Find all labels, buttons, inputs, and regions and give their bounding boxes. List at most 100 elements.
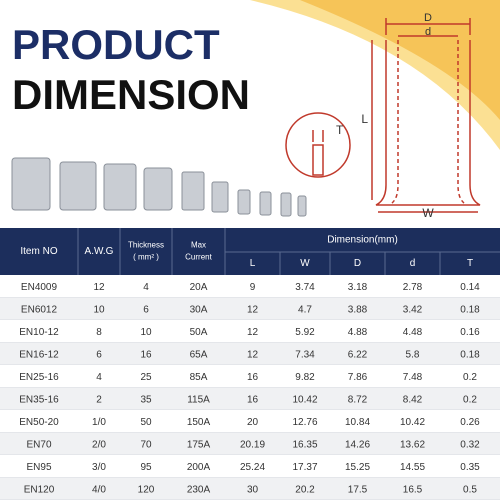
table-cell: 6 (96, 349, 102, 360)
table-cell: 95 (140, 462, 152, 473)
table-cell: 3/0 (92, 462, 106, 473)
table-cell: 0.18 (460, 304, 480, 315)
table-cell: 12.76 (292, 417, 317, 428)
table-cell: 30 (247, 484, 259, 495)
column-header: Current (185, 253, 212, 262)
dim-label: d (425, 26, 431, 38)
table-cell: 1/0 (92, 417, 106, 428)
table-cell: 17.5 (348, 484, 368, 495)
dim-label: L (361, 112, 368, 126)
table-cell: 30A (190, 304, 208, 315)
table-cell: 20 (247, 417, 259, 428)
table-cell: EN16-12 (19, 349, 59, 360)
table-cell: 0.2 (463, 394, 477, 405)
table: Item NO A.W.G Thickness ( mm² ) Max Current Di… (0, 228, 500, 500)
group-header: Dimension(mm) (327, 235, 398, 246)
table-cell: 175A (187, 439, 211, 450)
table-cell: 16 (247, 372, 259, 383)
dim-label: D (424, 12, 432, 24)
table-cell: 12 (247, 304, 259, 315)
table-cell: 8 (96, 327, 102, 338)
column-header: Max (191, 241, 206, 250)
column-header: d (410, 258, 416, 269)
column-header: W (300, 258, 310, 269)
table-cell: 4 (96, 372, 102, 383)
table-cell: 17.37 (292, 462, 317, 473)
table-cell: 200A (187, 462, 211, 473)
table-cell: 10.42 (292, 394, 317, 405)
table-cell: 20.2 (295, 484, 315, 495)
table-cell: 3.18 (348, 282, 368, 293)
title-line2: DIMENSION (12, 71, 250, 118)
dim-label: W (422, 206, 434, 220)
table-cell: 25.24 (240, 462, 265, 473)
table-cell: 3.42 (403, 304, 423, 315)
table-cell: 2/0 (92, 439, 106, 450)
table-row (0, 275, 500, 298)
table-row (0, 455, 500, 478)
table-cell: 0.35 (460, 462, 480, 473)
table-cell: 3.88 (348, 304, 368, 315)
column-header: ( mm² ) (133, 253, 159, 262)
table-cell: 14.26 (345, 439, 370, 450)
table-cell: 115A (187, 394, 210, 405)
table-cell: 12 (93, 282, 105, 293)
table-cell: 9 (250, 282, 256, 293)
table-cell: 15.25 (345, 462, 370, 473)
table-cell: 8.72 (348, 394, 368, 405)
table-cell: 12 (247, 327, 259, 338)
table-cell: 0.14 (460, 282, 480, 293)
column-header: T (467, 258, 473, 269)
table-cell: 35 (140, 394, 152, 405)
table-cell: 50A (190, 327, 208, 338)
table-cell: 16 (247, 394, 259, 405)
table-cell: 150A (187, 417, 211, 428)
ferrule-diagram (285, 18, 481, 213)
column-header: L (250, 258, 256, 269)
table-cell: 0.5 (463, 484, 477, 495)
column-header: A.W.G (85, 246, 114, 257)
table-row (0, 477, 500, 500)
table-cell: 7.34 (295, 349, 315, 360)
table-cell: 10 (140, 327, 152, 338)
table-cell: EN50-20 (19, 417, 59, 428)
table-row (0, 365, 500, 388)
table-cell: 7.48 (403, 372, 423, 383)
table-cell: 10.42 (400, 417, 425, 428)
column-header: Item NO (20, 246, 57, 257)
table-cell: 16.5 (403, 484, 423, 495)
table-row (0, 387, 500, 410)
table-cell: 65A (190, 349, 208, 360)
table-cell: 20.19 (240, 439, 265, 450)
table-cell: 10.84 (345, 417, 370, 428)
table-cell: 5.8 (406, 349, 420, 360)
table-cell: 230A (187, 484, 211, 495)
table-cell: 85A (190, 372, 208, 383)
table-cell: 7.86 (348, 372, 368, 383)
dim-label: T (336, 123, 344, 137)
column-header: Thickness (128, 241, 164, 250)
ferrule-photos (11, 157, 307, 217)
table-cell: 20A (190, 282, 208, 293)
table-cell: EN25-16 (19, 372, 59, 383)
table-cell: 6 (143, 304, 149, 315)
column-header: D (354, 258, 361, 269)
table-cell: 10 (93, 304, 105, 315)
table-cell: 0.16 (460, 327, 480, 338)
table-cell: 70 (140, 439, 152, 450)
table-row (0, 410, 500, 433)
table-cell: 0.26 (460, 417, 480, 428)
table-cell: 14.55 (400, 462, 425, 473)
table-row (0, 320, 500, 343)
table-cell: 0.32 (460, 439, 480, 450)
table-cell: 0.2 (463, 372, 477, 383)
title-line1: PRODUCT (12, 21, 220, 68)
table-row (0, 432, 500, 455)
table-cell: EN6012 (21, 304, 58, 315)
table-cell: 9.82 (295, 372, 315, 383)
table-cell: EN70 (26, 439, 51, 450)
table-cell: 5.92 (295, 327, 315, 338)
table-cell: 25 (140, 372, 152, 383)
table-cell: 4/0 (92, 484, 106, 495)
